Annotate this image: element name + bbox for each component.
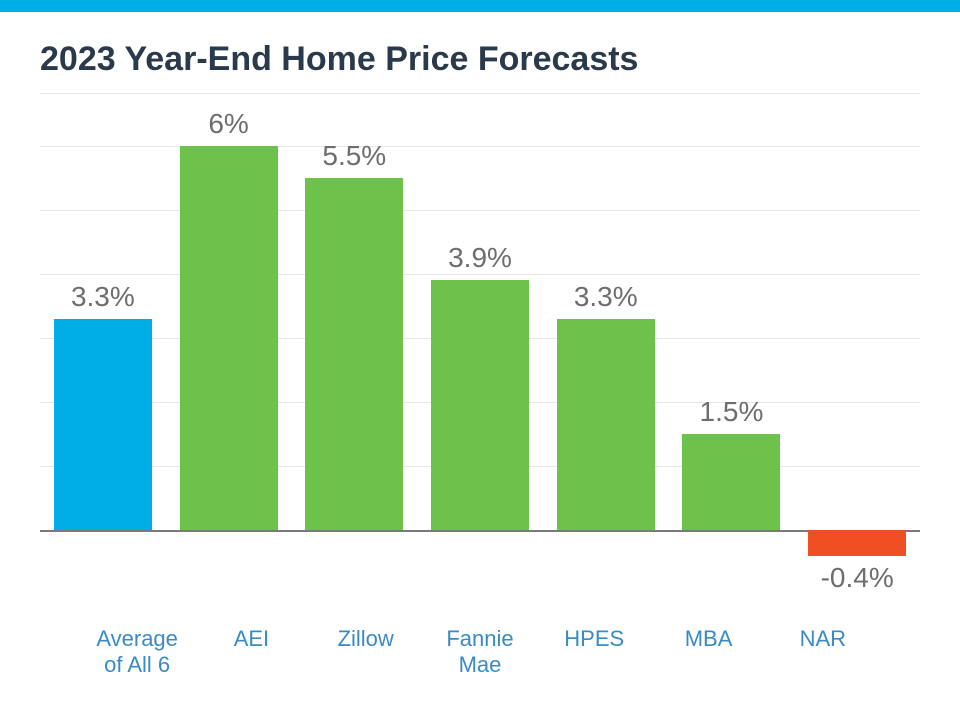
chart-area: 3.3%6%5.5%3.9%3.3%1.5%-0.4% [40, 114, 920, 594]
x-axis-label: Zillow [309, 618, 423, 679]
chart-frame: 2023 Year-End Home Price Forecasts 3.3%6… [0, 0, 960, 720]
bar-slot: 6% [166, 114, 292, 594]
bar-slot: 3.3% [543, 114, 669, 594]
value-label: -0.4% [794, 562, 920, 594]
bar [682, 434, 780, 530]
x-axis-label: MBA [651, 618, 765, 679]
x-axis-labels: Average of All 6AEIZillowFannie MaeHPESM… [80, 618, 880, 679]
top-accent-bar [0, 0, 960, 12]
bar-slot: 3.3% [40, 114, 166, 594]
value-label: 1.5% [669, 396, 795, 428]
value-label: 6% [166, 108, 292, 140]
bar-slot: 1.5% [669, 114, 795, 594]
x-axis-label: Average of All 6 [80, 618, 194, 679]
x-axis-label: NAR [766, 618, 880, 679]
value-label: 5.5% [291, 140, 417, 172]
bar [808, 530, 906, 556]
bar [431, 280, 529, 530]
bar-slot: -0.4% [794, 114, 920, 594]
bars-container: 3.3%6%5.5%3.9%3.3%1.5%-0.4% [40, 114, 920, 594]
value-label: 3.3% [543, 281, 669, 313]
title-underline [40, 93, 920, 94]
bar [305, 178, 403, 530]
value-label: 3.9% [417, 242, 543, 274]
bar-slot: 3.9% [417, 114, 543, 594]
x-axis-label: HPES [537, 618, 651, 679]
x-axis-label: Fannie Mae [423, 618, 537, 679]
bar [557, 319, 655, 530]
bar [180, 146, 278, 530]
bar-slot: 5.5% [291, 114, 417, 594]
x-axis-label: AEI [194, 618, 308, 679]
value-label: 3.3% [40, 281, 166, 313]
bar [54, 319, 152, 530]
chart-title: 2023 Year-End Home Price Forecasts [0, 12, 960, 93]
